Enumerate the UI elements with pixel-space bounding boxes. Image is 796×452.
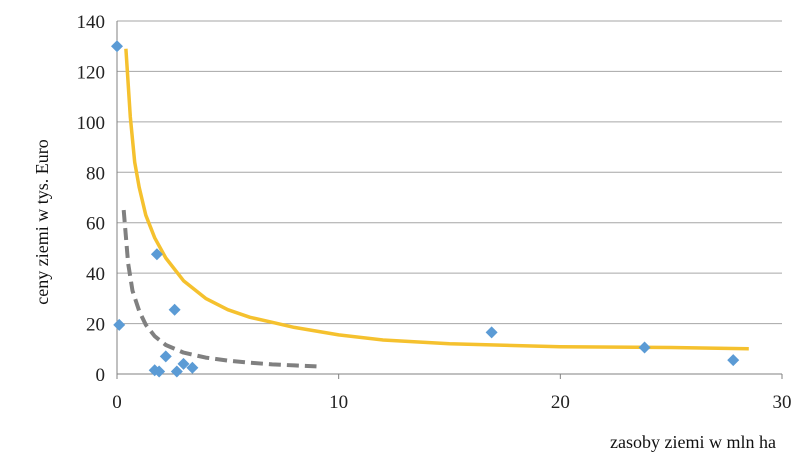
gridlines bbox=[117, 20, 782, 325]
y-axis-title: ceny ziemi w tys. Euro bbox=[32, 139, 52, 304]
y-tick-label-0: 0 bbox=[96, 365, 106, 386]
y-tick-label-80: 80 bbox=[86, 163, 105, 184]
y-tick-label-100: 100 bbox=[77, 113, 106, 134]
y-tick-label-140: 140 bbox=[77, 12, 106, 33]
x-tick-label-0: 0 bbox=[112, 392, 122, 413]
data-point bbox=[153, 365, 166, 378]
data-point bbox=[727, 354, 740, 367]
data-point bbox=[150, 248, 163, 261]
x-tick-label-10: 10 bbox=[329, 392, 348, 413]
trendline-solid bbox=[124, 48, 749, 351]
data-point bbox=[111, 40, 123, 53]
axes bbox=[116, 21, 783, 379]
data-point bbox=[159, 350, 172, 363]
tick-labels: 0 20 40 60 80 100 120 140 0 10 20 30 bbox=[77, 12, 792, 413]
data-point bbox=[485, 326, 498, 339]
data-point bbox=[186, 361, 199, 374]
x-tick-label-20: 20 bbox=[551, 392, 570, 413]
data-point bbox=[170, 365, 183, 378]
data-points bbox=[111, 40, 740, 378]
data-point bbox=[638, 341, 651, 354]
y-tick-label-60: 60 bbox=[86, 214, 105, 235]
trendlines bbox=[121, 48, 749, 369]
y-tick-label-40: 40 bbox=[86, 264, 105, 285]
x-tick-label-30: 30 bbox=[773, 392, 792, 413]
data-point bbox=[168, 303, 181, 316]
data-point bbox=[113, 318, 126, 331]
y-tick-label-120: 120 bbox=[77, 62, 106, 83]
y-tick-label-20: 20 bbox=[86, 315, 105, 336]
x-axis-title: zasoby ziemi w mln ha bbox=[610, 432, 776, 452]
data-point bbox=[177, 357, 190, 370]
